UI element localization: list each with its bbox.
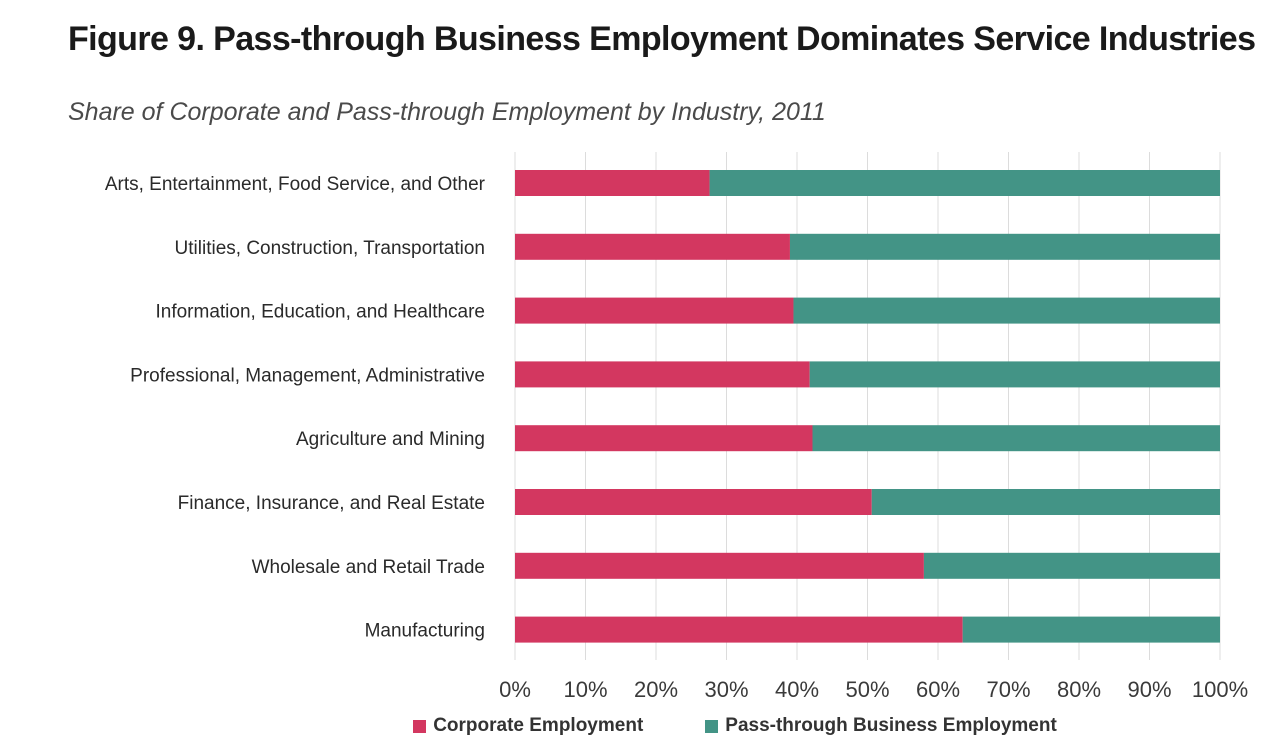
x-tick-label: 80% <box>1057 677 1101 702</box>
bar-corporate <box>515 552 924 579</box>
chart-subtitle: Share of Corporate and Pass-through Empl… <box>68 98 826 126</box>
legend-swatch-corporate <box>413 719 427 733</box>
bar-pass-through <box>871 489 1220 515</box>
bar-corporate <box>515 233 790 260</box>
x-tick-label: 0% <box>499 677 531 702</box>
chart-title: Figure 9. Pass-through Business Employme… <box>68 20 1256 58</box>
bar-pass-through <box>809 361 1220 388</box>
legend-swatch-pass-through <box>705 719 719 733</box>
bar-pass-through <box>709 170 1220 196</box>
category-label: Information, Education, and Healthcare <box>155 302 485 323</box>
bar-corporate <box>515 616 963 643</box>
legend-label-corporate: Corporate Employment <box>433 715 644 736</box>
x-tick-label: 50% <box>845 677 889 702</box>
legend-item-corporate: Corporate Employment <box>413 715 643 737</box>
bars <box>515 170 1220 643</box>
bar-pass-through <box>923 552 1220 579</box>
legend-item-pass-through: Pass-through Business Employment <box>705 715 1057 737</box>
category-label: Wholesale and Retail Trade <box>252 557 485 578</box>
bar-corporate <box>515 361 810 388</box>
x-tick-label: 70% <box>986 677 1030 702</box>
legend-label-pass-through: Pass-through Business Employment <box>725 715 1057 736</box>
x-tick-label: 90% <box>1127 677 1171 702</box>
bar-pass-through <box>812 425 1220 452</box>
x-tick-label: 10% <box>563 677 607 702</box>
bar-corporate <box>515 425 813 452</box>
bar-pass-through <box>789 233 1220 260</box>
bar-pass-through <box>962 616 1220 643</box>
x-tick-label: 100% <box>1192 677 1248 702</box>
x-tick-label: 40% <box>775 677 819 702</box>
category-label: Utilities, Construction, Transportation <box>175 238 485 259</box>
category-label: Professional, Management, Administrative <box>130 365 485 386</box>
bar-pass-through <box>793 297 1220 324</box>
category-label: Finance, Insurance, and Real Estate <box>178 493 485 514</box>
x-tick-label: 20% <box>634 677 678 702</box>
x-tick-label: 60% <box>916 677 960 702</box>
category-label: Arts, Entertainment, Food Service, and O… <box>105 174 486 195</box>
bar-corporate <box>515 170 710 196</box>
category-label: Manufacturing <box>365 621 485 642</box>
bar-corporate <box>515 297 794 324</box>
gridlines <box>514 152 1221 660</box>
x-axis-tick-labels: 0% 10% 20% 30% 40% 50% 60% 70% 80% 90% 100% <box>499 677 1248 702</box>
category-labels: Arts, Entertainment, Food Service, and O… <box>105 174 486 642</box>
x-tick-label: 30% <box>704 677 748 702</box>
bar-corporate <box>515 489 872 515</box>
legend: Corporate Employment Pass-through Busine… <box>0 715 1280 737</box>
category-label: Agriculture and Mining <box>296 429 485 450</box>
